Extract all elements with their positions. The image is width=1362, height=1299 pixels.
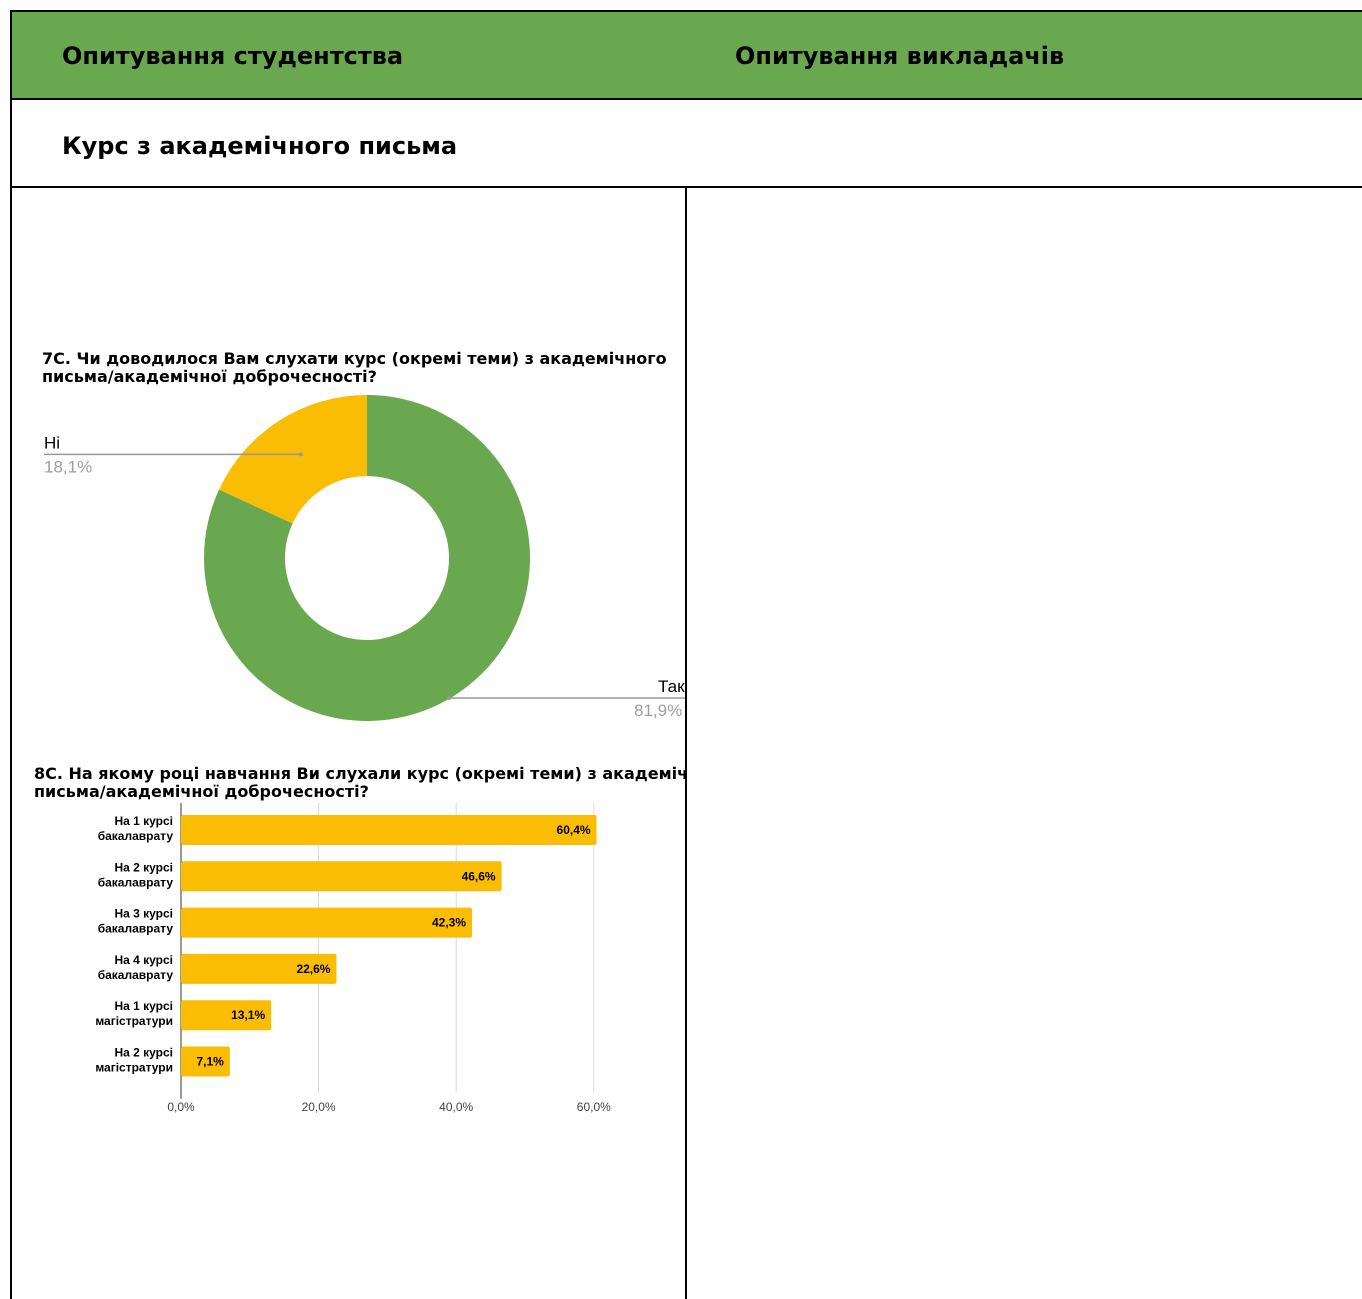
bar-category-label-5-line2: магістратури bbox=[95, 1061, 173, 1075]
bar-xtick-label-2: 40,0% bbox=[439, 1100, 473, 1114]
bar-4 bbox=[181, 1000, 272, 1031]
donut-label-1: Ні bbox=[44, 433, 60, 452]
bar-category-label-5-line1: На 2 курсі bbox=[114, 1046, 173, 1060]
bar-3 bbox=[181, 953, 337, 984]
bar-xtick-label-3: 60,0% bbox=[577, 1100, 611, 1114]
bar-value-label-3: 22,6% bbox=[296, 962, 330, 976]
donut-pct-1: 18,1% bbox=[44, 457, 92, 476]
donut-leader-dot-1 bbox=[298, 452, 303, 457]
section-title: Курс з академічного письма bbox=[62, 132, 458, 160]
bar-category-label-0-line2: бакалаврату bbox=[98, 829, 174, 843]
bar-value-label-5: 7,1% bbox=[196, 1055, 224, 1069]
survey-table: Опитування студентства Опитування виклад… bbox=[10, 10, 1362, 1299]
donut-label-0: Так bbox=[658, 677, 685, 696]
bar-2 bbox=[181, 907, 473, 938]
bar-chart-title-line2: письма/академічної доброчесності? bbox=[34, 782, 369, 801]
bar-1 bbox=[181, 861, 502, 892]
bar-5 bbox=[181, 1046, 230, 1077]
bar-xtick-label-0: 0,0% bbox=[167, 1100, 195, 1114]
teachers-cell bbox=[687, 188, 1362, 1299]
bar-value-label-0: 60,4% bbox=[557, 823, 591, 837]
bar-category-label-0-line1: На 1 курсі bbox=[114, 814, 173, 828]
header-title-students: Опитування студентства bbox=[62, 42, 404, 70]
donut-leader-dot-0 bbox=[447, 696, 451, 700]
donut-slice-0 bbox=[203, 395, 530, 721]
bar-chart-title-line1: 8С. На якому році навчання Ви слухали ку… bbox=[34, 764, 687, 783]
header-cell-students: Опитування студентства bbox=[10, 10, 687, 100]
bar-chart: 0,0% 20,0% 40,0% 60,0%60,4%На 1 курсібакала… bbox=[95, 803, 611, 1114]
header-cell-teachers: Опитування викладачів bbox=[685, 10, 1362, 100]
bar-value-label-2: 42,3% bbox=[432, 916, 466, 930]
students-chart-cell: 7С. Чи доводилося Вам слухати курс (окре… bbox=[10, 188, 687, 1299]
bar-category-label-3-line2: бакалаврату bbox=[98, 968, 174, 982]
donut-chart: Ні 18,1% Так 81,9% bbox=[44, 395, 685, 721]
section-row: Курс з академічного письма bbox=[10, 100, 1362, 188]
bar-category-label-2-line1: На 3 курсі bbox=[114, 907, 173, 921]
bar-xtick-label-1: 20,0% bbox=[302, 1100, 336, 1114]
donut-pct-0: 81,9% bbox=[634, 701, 682, 720]
bar-0 bbox=[181, 815, 597, 845]
bar-value-label-4: 13,1% bbox=[231, 1008, 265, 1022]
header-title-teachers: Опитування викладачів bbox=[735, 42, 1065, 70]
bar-category-label-4-line1: На 1 курсі bbox=[114, 999, 173, 1013]
bar-category-label-1-line2: бакалаврату bbox=[98, 875, 174, 889]
bar-category-label-4-line2: магістратури bbox=[95, 1014, 173, 1028]
bar-category-label-1-line1: На 2 курсі bbox=[114, 860, 173, 874]
donut-chart-title-line1: 7С. Чи доводилося Вам слухати курс (окре… bbox=[42, 349, 667, 368]
bar-category-label-2-line2: бакалаврату bbox=[98, 922, 174, 936]
bar-value-label-1: 46,6% bbox=[462, 869, 496, 883]
donut-slice-1 bbox=[219, 395, 367, 524]
donut-chart-title-line2: письма/академічної доброчесності? bbox=[42, 367, 377, 386]
bar-category-label-3-line1: На 4 курсі bbox=[114, 953, 173, 967]
